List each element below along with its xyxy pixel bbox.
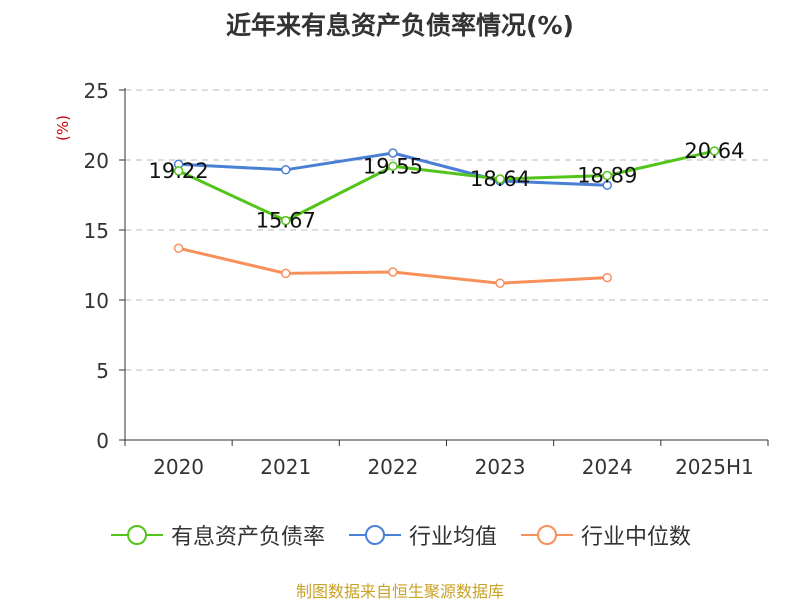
- series-line: [177, 149, 715, 223]
- data-point: [602, 272, 612, 283]
- data-point: [602, 170, 612, 181]
- x-tick-label: 2022: [367, 455, 418, 479]
- legend-circle-icon: [126, 525, 147, 545]
- data-label: 15.67: [256, 209, 316, 233]
- data-point: [281, 268, 291, 279]
- data-source-note: 制图数据来自恒生聚源数据库: [295, 582, 504, 601]
- x-tick-label: 2025H1: [675, 455, 754, 479]
- legend-label: 行业中位数: [581, 525, 692, 550]
- data-point: [281, 165, 291, 175]
- y-tick-label: 5: [96, 359, 109, 383]
- y-tick-label: 25: [84, 79, 109, 103]
- data-point: [388, 161, 398, 172]
- data-label: 19.22: [149, 159, 209, 183]
- legend-circle-icon: [537, 525, 557, 545]
- legend-label: 有息资产负债率: [170, 525, 325, 550]
- legend-item-industry-median[interactable]: 行业中位数: [519, 519, 691, 551]
- x-tick-label: 2021: [260, 455, 311, 479]
- data-point: [388, 148, 398, 158]
- legend-circle-icon: [364, 525, 385, 545]
- data-point: [495, 174, 505, 184]
- legend-item-interest-bearing-debt-ratio[interactable]: 有息资产负债率: [109, 519, 325, 551]
- legend-marker-icon: [110, 525, 163, 545]
- legend-item-industry-mean[interactable]: 行业均值: [347, 519, 497, 551]
- x-tick-label: 2024: [582, 455, 633, 479]
- legend: 有息资产负债率 行业均值 行业中位数: [0, 519, 800, 551]
- x-tick-label: 2020: [153, 455, 204, 479]
- data-point: [709, 146, 720, 156]
- data-point: [388, 267, 398, 277]
- data-label: 18.64: [470, 167, 530, 191]
- data-label: 19.55: [363, 154, 423, 178]
- data-label: 20.64: [684, 139, 744, 163]
- x-tick-label: 2023: [475, 455, 526, 479]
- legend-label: 行业均值: [408, 525, 497, 550]
- legend-marker-icon: [521, 525, 573, 545]
- series-line: [178, 246, 608, 285]
- data-point: [495, 278, 505, 288]
- y-axis-label: (%): [54, 115, 72, 141]
- y-tick-label: 15: [84, 219, 109, 243]
- data-point: [173, 166, 184, 176]
- data-point: [281, 215, 291, 226]
- legend-marker-icon: [348, 525, 401, 545]
- data-point: [602, 180, 612, 190]
- chart-title: 近年来有息资产负债率情况(%): [226, 11, 574, 40]
- y-tick-label: 10: [84, 289, 109, 313]
- data-label: 18.89: [577, 164, 637, 188]
- y-tick-label: 0: [96, 429, 109, 453]
- data-point: [173, 243, 184, 253]
- y-tick-label: 20: [84, 149, 109, 173]
